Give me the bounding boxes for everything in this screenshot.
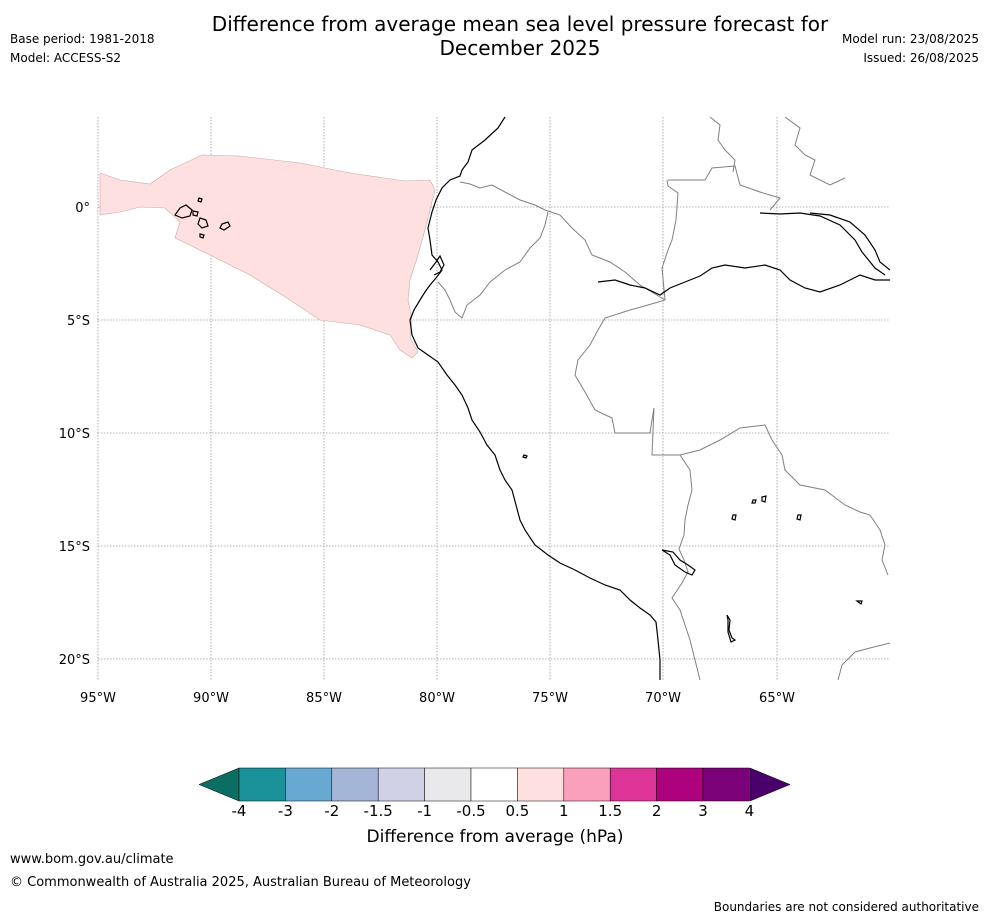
- colorbar-segment: [563, 767, 611, 802]
- lon-label: 90°W: [193, 691, 229, 706]
- lat-label: 5°S: [67, 314, 90, 329]
- border-peru-bolivia: [651, 407, 701, 681]
- lake-titicaca: [661, 549, 696, 576]
- lake-east-4: [796, 514, 802, 521]
- lon-label: 85°W: [306, 691, 342, 706]
- border-venezuela-brazil-north: [709, 116, 736, 173]
- colorbar-tick-label: 0.5: [505, 802, 529, 820]
- colorbar-segment: [517, 767, 565, 802]
- lon-label: 75°W: [532, 691, 568, 706]
- lon-label: 65°W: [759, 691, 795, 706]
- coastlines: [174, 116, 891, 680]
- lat-label: 15°S: [59, 540, 90, 555]
- footer-copyright: © Commonwealth of Australia 2025, Austra…: [10, 875, 471, 890]
- page-title: Difference from average mean sea level p…: [150, 12, 890, 60]
- longitude-labels: 95°W 90°W 85°W 80°W 75°W 70°W 65°W: [80, 691, 795, 706]
- colorbar-tick-label: 3: [698, 802, 708, 820]
- footer-url: www.bom.gov.au/climate: [10, 852, 174, 867]
- lat-label: 20°S: [59, 653, 90, 668]
- colorbar-tick-label: 2: [652, 802, 662, 820]
- caribbean-coast: [809, 212, 891, 271]
- island-galapagos-floreana: [199, 233, 205, 239]
- colorbar-segment: [285, 767, 333, 802]
- coastline-pacific: [409, 116, 661, 680]
- colorbar-segment: [609, 767, 657, 802]
- lake-east-2: [761, 495, 767, 503]
- model-text: Model: ACCESS-S2: [10, 51, 122, 65]
- colorbar-low-extend-arrow: [198, 767, 240, 802]
- amazon-river-tributary: [759, 212, 886, 276]
- island-galapagos-san-cristobal: [219, 221, 231, 231]
- lat-label: 0°: [75, 201, 90, 216]
- border-bolivia-brazil: [679, 424, 889, 576]
- colorbar-segments: [238, 767, 750, 802]
- colorbar-tick-label: -4: [232, 802, 247, 820]
- title-line-1: Difference from average mean sea level p…: [211, 12, 829, 36]
- border-colombia-peru: [544, 209, 666, 301]
- colorbar-segment: [238, 767, 286, 802]
- colorbar-tick-label: 1.5: [598, 802, 622, 820]
- colorbar-tick-label: -1.5: [364, 802, 393, 820]
- island-galapagos-marchena: [197, 197, 203, 203]
- lon-label: 80°W: [419, 691, 455, 706]
- island-galapagos-isabela: [174, 204, 193, 219]
- latitude-labels: 0° 5°S 10°S 15°S 20°S: [59, 201, 90, 668]
- border-peru-brazil: [574, 299, 666, 434]
- lon-label: 70°W: [645, 691, 681, 706]
- island-galapagos-santa-cruz: [197, 217, 209, 229]
- model-run-text: Model run: 23/08/2025: [841, 32, 979, 46]
- island-galapagos-fernandina: [192, 210, 199, 217]
- border-ecuador-peru: [437, 211, 549, 319]
- lake-east-3: [751, 499, 757, 504]
- colorbar-tick-label: 4: [745, 802, 755, 820]
- colorbar-tick-labels: -4 -3 -2 -1.5 -1 -0.5 0.5 1 1.5 2 3 4: [232, 802, 755, 820]
- issued-text: Issued: 26/08/2025: [863, 51, 979, 65]
- lat-label: 10°S: [59, 427, 90, 442]
- lon-label: 95°W: [80, 691, 116, 706]
- colorbar-high-extend-arrow: [749, 767, 791, 802]
- border-colombia-brazil: [661, 179, 679, 301]
- border-guyana: [784, 116, 846, 186]
- colorbar-segment: [424, 767, 472, 802]
- colorbar-tick-label: -2: [324, 802, 339, 820]
- colorbar-tick-label: 1: [559, 802, 569, 820]
- colorbar-segment: [331, 767, 379, 802]
- small-island-coast: [522, 454, 528, 459]
- colorbar-segment: [656, 767, 704, 802]
- colorbar-tick-label: -0.5: [456, 802, 485, 820]
- colorbar-tick-label: -3: [278, 802, 293, 820]
- country-borders: [437, 116, 891, 681]
- lake-south-2: [855, 600, 863, 605]
- border-ecuador-colombia: [459, 181, 546, 211]
- coastline-gulf: [429, 254, 445, 276]
- title-line-2: December 2025: [439, 36, 601, 60]
- lake-east-1: [731, 514, 737, 521]
- colorbar-segment: [702, 767, 750, 802]
- colorbar: -4 -3 -2 -1.5 -1 -0.5 0.5 1 1.5 2 3 4: [198, 767, 791, 820]
- colorbar-title: Difference from average (hPa): [366, 827, 624, 847]
- lake-south-1: [726, 614, 737, 643]
- positive-anomaly-region: [99, 154, 436, 359]
- base-period-text: Base period: 1981-2018: [10, 32, 155, 46]
- amazon-river: [597, 264, 890, 296]
- footer-disclaimer: Boundaries are not considered authoritat…: [713, 900, 979, 914]
- colorbar-tick-label: -1: [417, 802, 432, 820]
- border-colombia-venezuela: [668, 165, 781, 211]
- border-bolivia-paraguay: [837, 642, 891, 681]
- colorbar-segment: [470, 767, 518, 802]
- colorbar-segment: [377, 767, 425, 802]
